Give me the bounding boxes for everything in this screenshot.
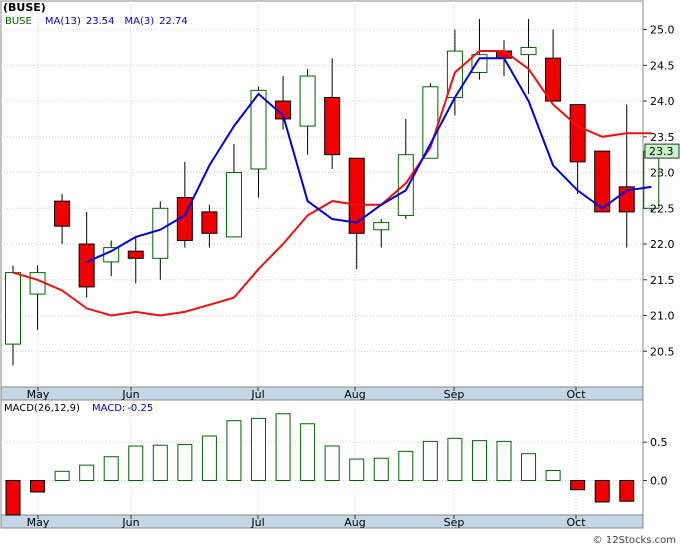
macd-bar	[152, 444, 168, 482]
candle-body	[348, 157, 365, 234]
macd-bar	[471, 440, 487, 481]
price-y-tick-label: 24.5	[650, 59, 675, 72]
price-legend-name: BUSE	[5, 16, 32, 27]
price-legend-value: 22.74	[159, 16, 188, 27]
candle-body	[54, 200, 71, 227]
price-y-tick-label: 21.5	[650, 274, 675, 287]
last-price-tag	[644, 143, 680, 159]
price-x-axis-band	[0, 386, 644, 401]
last-price-label: 23.3	[649, 145, 674, 158]
watermark: © 12Stocks.com	[593, 535, 676, 546]
macd-bar	[275, 413, 291, 481]
macd-bar	[103, 456, 119, 482]
price-y-tick-label: 24.0	[650, 95, 675, 108]
candle-body	[397, 154, 414, 216]
price-x-tick-label: May	[27, 388, 50, 401]
price-y-tick-label: 25.0	[650, 24, 675, 37]
price-x-tick-label: Oct	[566, 388, 586, 401]
macd-x-tick-label: Oct	[566, 516, 586, 529]
price-legend-value: 23.54	[86, 16, 115, 27]
macd-bar	[30, 480, 46, 493]
price-y-tick-label: 21.0	[650, 310, 675, 323]
macd-y-tick-label: 0.0	[650, 475, 668, 488]
price-legend-name: MA(3)	[125, 16, 155, 27]
price-y-tick-label: 22.0	[650, 238, 675, 251]
macd-bar	[324, 445, 340, 481]
candle-body	[103, 247, 120, 263]
candle-body	[299, 75, 316, 127]
price-y-tick-label: 23.0	[650, 167, 675, 180]
candle-body	[5, 272, 21, 345]
macd-bar	[545, 470, 561, 481]
macd-x-tick-label: Aug	[344, 516, 365, 529]
macd-bar	[201, 435, 217, 481]
macd-plot-frame	[0, 399, 644, 516]
candle-body	[545, 57, 562, 102]
macd-bar	[79, 464, 95, 481]
macd-bar	[570, 480, 586, 491]
candle-body	[201, 211, 218, 234]
ma13-line	[86, 57, 652, 263]
macd-bar	[251, 417, 266, 481]
candle-body	[373, 222, 390, 231]
macd-bar	[5, 480, 21, 516]
macd-bar	[422, 440, 438, 481]
candle-body	[29, 272, 46, 295]
price-x-tick-label: Sep	[444, 388, 465, 401]
candle-body	[152, 207, 169, 259]
price-x-tick-label: Jul	[250, 388, 264, 401]
price-chart-title: (BUSE)	[3, 1, 46, 14]
candle-body	[250, 89, 267, 170]
macd-y-tick-label: 0.5	[650, 436, 668, 449]
ma3-line	[12, 50, 652, 317]
candle-body	[78, 243, 95, 288]
macd-x-tick-label: May	[27, 516, 50, 529]
macd-legend-name: MACD:	[92, 403, 125, 414]
price-x-tick-label: Aug	[344, 388, 365, 401]
macd-x-tick-label: Sep	[444, 516, 465, 529]
candle-body	[569, 104, 586, 163]
candle-body	[643, 150, 660, 209]
candle-body	[520, 46, 537, 56]
candle-body	[594, 150, 611, 213]
macd-bar	[54, 470, 70, 481]
macd-bar	[373, 457, 389, 481]
macd-bar	[177, 443, 193, 482]
macd-bar	[521, 453, 537, 481]
macd-bar	[496, 440, 512, 481]
macd-bar	[619, 480, 635, 502]
candle-body	[225, 172, 242, 238]
price-legend-name: MA(13)	[45, 16, 81, 27]
price-x-tick-label: Jun	[121, 388, 139, 401]
macd-legend-name: MACD(26,12,9)	[4, 403, 80, 414]
candle-body	[324, 97, 341, 156]
macd-x-tick-label: Jun	[121, 516, 139, 529]
macd-x-axis-band	[0, 514, 644, 529]
macd-legend-value: -0.25	[127, 403, 153, 414]
macd-bar	[447, 437, 463, 482]
macd-bar	[300, 423, 316, 481]
macd-bar	[128, 445, 144, 481]
macd-bar	[398, 450, 414, 482]
macd-bar	[349, 458, 365, 481]
price-y-tick-label: 20.5	[650, 345, 675, 358]
macd-bar	[594, 480, 610, 503]
macd-bar	[226, 420, 242, 482]
price-y-tick-label: 22.5	[650, 202, 675, 215]
candle-body	[127, 250, 144, 259]
price-y-tick-label: 23.5	[650, 131, 675, 144]
macd-x-tick-label: Jul	[250, 516, 264, 529]
